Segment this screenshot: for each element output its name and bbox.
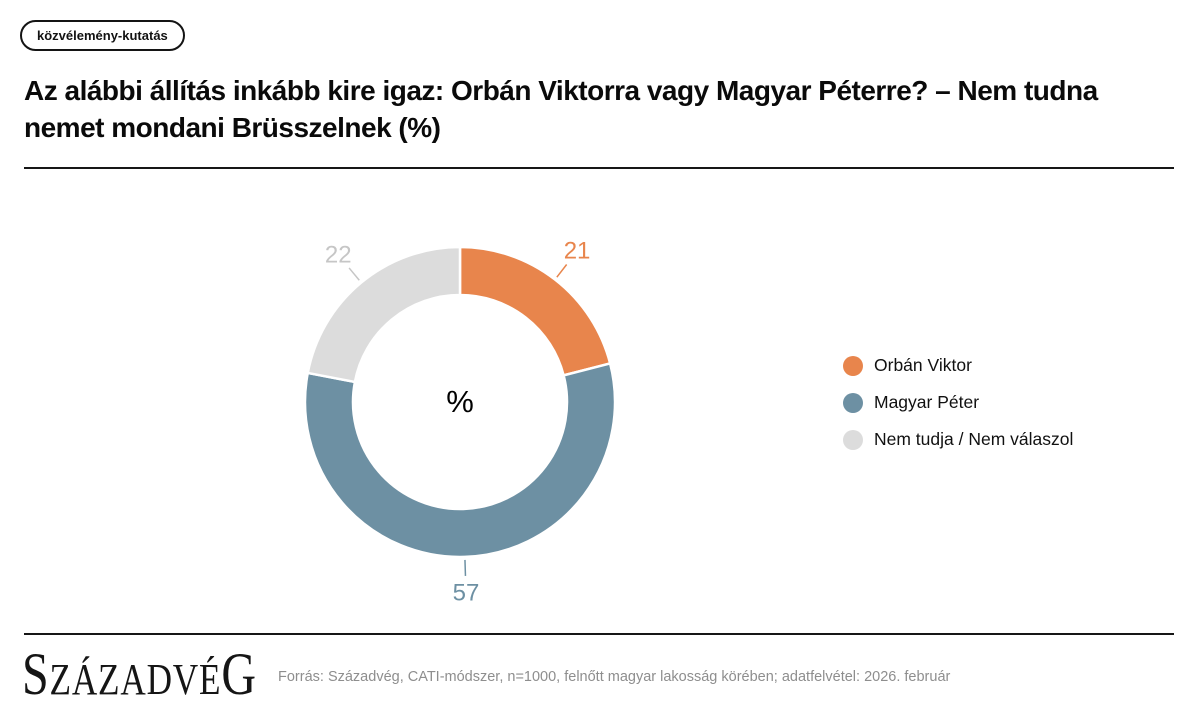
logo-letter: A <box>120 655 147 704</box>
category-badge-label: közvélemény-kutatás <box>37 28 168 43</box>
logo-letter: É <box>199 655 222 704</box>
legend-label: Orbán Viktor <box>874 355 972 375</box>
donut-center-label: % <box>446 384 474 419</box>
logo-letter: Z <box>49 655 72 704</box>
donut-value-label-1: 57 <box>453 579 480 606</box>
donut-segment-2 <box>306 245 462 384</box>
logo-letter: Z <box>98 655 121 704</box>
title-line-1: Az alábbi állítás inkább kire igaz: Orbá… <box>24 75 1098 106</box>
szazadveg-logo: SZÁZADVÉG <box>22 644 257 704</box>
source-note: Forrás: Századvég, CATI-módszer, n=1000,… <box>278 669 951 685</box>
divider-top <box>24 167 1174 169</box>
donut-segment-1 <box>303 362 617 559</box>
logo-letter: V <box>172 655 200 704</box>
page-title: Az alábbi állítás inkább kire igaz: Orbá… <box>24 72 1174 146</box>
donut-value-label-2: 22 <box>325 241 352 268</box>
legend-label: Magyar Péter <box>874 392 980 412</box>
legend-label: Nem tudja / Nem válaszol <box>874 429 1074 449</box>
donut-label-line-2 <box>348 267 360 281</box>
legend: Orbán Viktor Magyar Péter Nem tudja / Ne… <box>843 355 1073 450</box>
donut-label-line-1 <box>464 559 467 576</box>
donut-label-line-0 <box>556 264 568 278</box>
donut-value-label-0: 21 <box>564 238 591 265</box>
category-badge: közvélemény-kutatás <box>20 20 185 51</box>
legend-swatch-nem-tudja <box>843 429 863 450</box>
logo-letter: Á <box>71 655 99 704</box>
logo-letter: D <box>146 655 173 704</box>
divider-bottom <box>24 633 1174 635</box>
legend-swatch-magyar-peter <box>843 392 863 413</box>
legend-item-orban-viktor: Orbán Viktor <box>843 355 1073 376</box>
donut-segment-0 <box>458 245 612 377</box>
legend-swatch-orban-viktor <box>843 355 863 376</box>
legend-item-nem-tudja: Nem tudja / Nem válaszol <box>843 429 1073 450</box>
logo-letter: S <box>22 641 50 707</box>
logo-letter: G <box>221 641 257 707</box>
legend-item-magyar-peter: Magyar Péter <box>843 392 1073 413</box>
title-line-2: nemet mondani Brüsszelnek (%) <box>24 112 441 143</box>
